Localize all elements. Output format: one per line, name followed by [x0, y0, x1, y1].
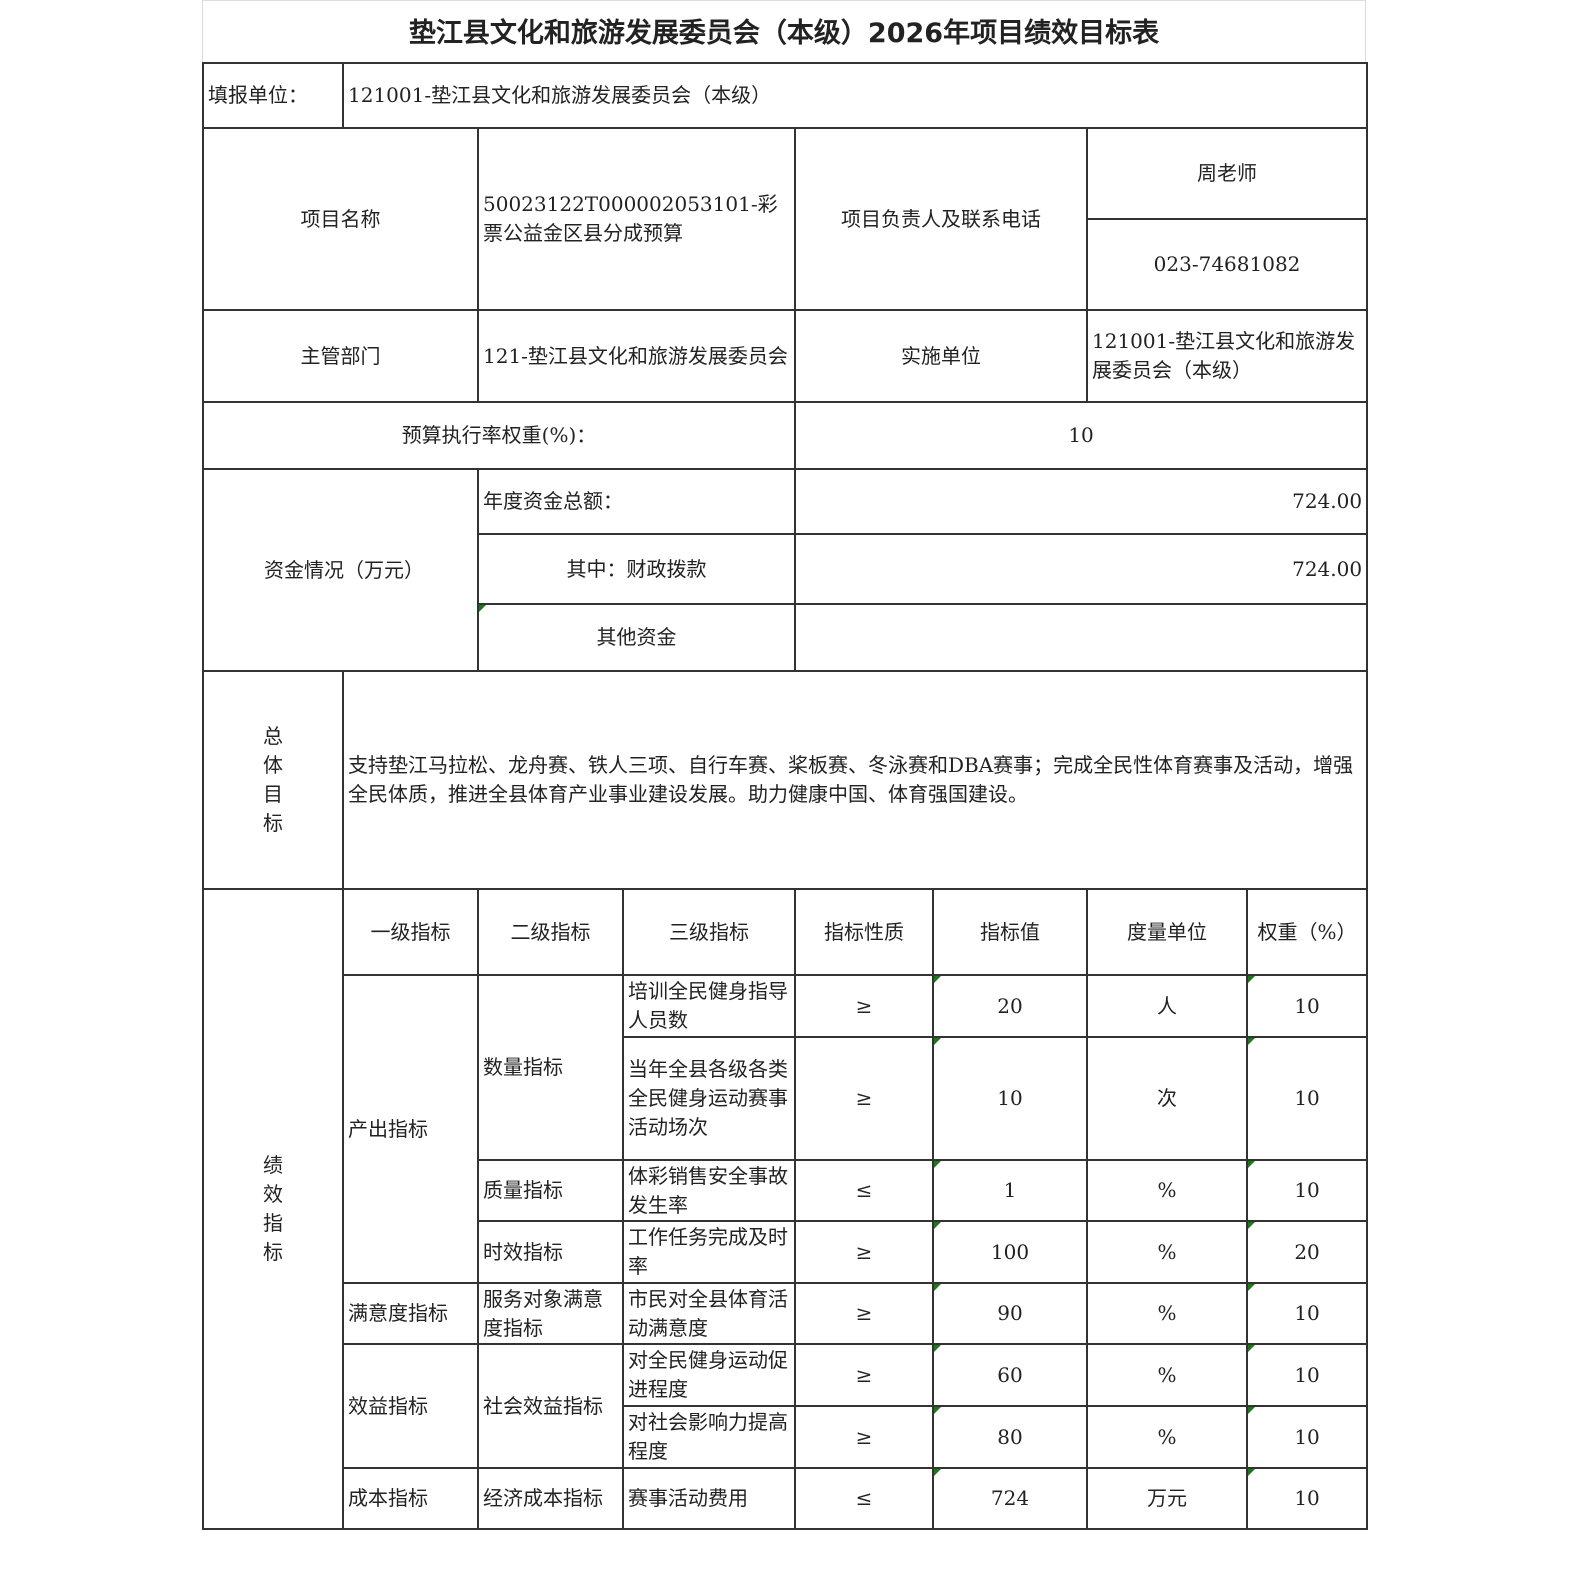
indicator-op: ≥	[794, 1343, 934, 1407]
indicator-unit: %	[1086, 1405, 1248, 1469]
table-row: 对社会影响力提高程度 ≥ 80 % 10	[203, 1405, 1369, 1469]
impl-unit-label: 实施单位	[794, 309, 1088, 403]
indicator-value: 1	[932, 1159, 1088, 1222]
indicator-unit: %	[1086, 1159, 1248, 1222]
indicator-value: 20	[932, 974, 1088, 1038]
indicator-weight: 10	[1245, 1405, 1369, 1469]
indicator-op: ≤	[794, 1467, 934, 1530]
indicator-unit: %	[1086, 1282, 1248, 1345]
indicator-name: 培训全民健身指导人员数	[622, 974, 796, 1038]
indicators-label: 绩效指标	[202, 888, 344, 1530]
indicator-op: ≥	[794, 1036, 934, 1161]
level1-satisfaction: 满意度指标	[342, 1282, 479, 1345]
level1-output: 产出指标	[342, 974, 479, 1284]
level2-service-satisfaction: 服务对象满意度指标	[477, 1282, 624, 1345]
performance-table: 填报单位： 121001-垫江县文化和旅游发展委员会（本级） 项目名称 5002…	[202, 62, 1369, 1530]
table-row: 满意度指标 服务对象满意度指标 市民对全县体育活动满意度 ≥ 90 % 10	[203, 1282, 1369, 1345]
indicator-value: 724	[932, 1467, 1088, 1530]
indicator-unit: %	[1086, 1220, 1248, 1284]
project-name-label: 项目名称	[202, 127, 479, 311]
indicator-op: ≥	[794, 1405, 934, 1469]
fill-unit-value: 121001-垫江县文化和旅游发展委员会（本级）	[341, 62, 1369, 129]
table-row: 时效指标 工作任务完成及时率 ≥ 100 % 20	[203, 1220, 1369, 1284]
indicator-name: 对社会影响力提高程度	[622, 1405, 796, 1469]
header-level2: 二级指标	[477, 888, 624, 976]
indicator-name: 市民对全县体育活动满意度	[622, 1282, 796, 1345]
header-nature: 指标性质	[794, 888, 934, 976]
indicator-name: 当年全县各级各类全民健身运动赛事活动场次	[622, 1036, 796, 1161]
table-row: 产出指标 数量指标 培训全民健身指导人员数 ≥ 20 人 10	[203, 974, 1369, 1284]
indicator-unit: 次	[1086, 1036, 1248, 1161]
indicator-weight: 10	[1245, 974, 1369, 1038]
level1-cost: 成本指标	[342, 1467, 479, 1530]
header-weight: 权重（%）	[1245, 888, 1369, 976]
indicator-name: 赛事活动费用	[622, 1467, 796, 1530]
indicator-value: 60	[932, 1343, 1088, 1407]
funds-label: 资金情况（万元）	[202, 468, 479, 672]
indicator-value: 90	[932, 1282, 1088, 1345]
budget-rate-value: 10	[793, 401, 1369, 470]
page-title: 垫江县文化和旅游发展委员会（本级）2026年项目绩效目标表	[202, 0, 1366, 62]
indicator-name: 对全民健身运动促进程度	[622, 1343, 796, 1407]
level2-social-benefit: 社会效益指标	[477, 1343, 624, 1469]
indicator-op: ≥	[794, 1220, 934, 1284]
indicator-op: ≥	[794, 974, 934, 1038]
table-row: 质量指标 体彩销售安全事故发生率 ≤ 1 % 10	[203, 1159, 1369, 1222]
indicator-op: ≥	[794, 1282, 934, 1345]
indicator-weight: 10	[1245, 1467, 1369, 1530]
indicator-op: ≤	[794, 1159, 934, 1222]
level2-economic-cost: 经济成本指标	[477, 1467, 624, 1530]
impl-unit-value: 121001-垫江县文化和旅游发展委员会（本级）	[1085, 309, 1369, 403]
level2-quality: 质量指标	[477, 1159, 624, 1222]
header-value: 指标值	[932, 888, 1088, 976]
level2-quantity: 数量指标	[477, 974, 624, 1161]
indicator-weight: 20	[1245, 1220, 1369, 1284]
indicator-unit: 人	[1086, 974, 1248, 1038]
header-level3: 三级指标	[622, 888, 796, 976]
indicator-value: 100	[932, 1220, 1088, 1284]
funds-fiscal-value: 724.00	[793, 533, 1369, 605]
table-row: 成本指标 经济成本指标 赛事活动费用 ≤ 724 万元 10	[203, 1467, 1369, 1530]
department-label: 主管部门	[202, 309, 479, 403]
contact-name: 周老师	[1085, 127, 1369, 220]
goal-label: 总体目标	[202, 670, 344, 890]
funds-fiscal-label: 其中：财政拨款	[477, 533, 796, 605]
indicators-label-text: 绩效指标	[263, 1153, 283, 1264]
fill-unit-label: 填报单位：	[202, 62, 344, 129]
table-row: 效益指标 社会效益指标 对全民健身运动促进程度 ≥ 60 % 10	[203, 1343, 1369, 1469]
funds-total-value: 724.00	[793, 468, 1369, 535]
indicator-weight: 10	[1245, 1282, 1369, 1345]
indicator-name: 工作任务完成及时率	[622, 1220, 796, 1284]
goal-label-text: 总体目标	[263, 724, 283, 835]
project-name-value: 50023122T000002053101-彩票公益金区县分成预算	[477, 127, 796, 311]
table-row: 当年全县各级各类全民健身运动赛事活动场次 ≥ 10 次 10	[203, 1036, 1369, 1161]
indicator-value: 80	[932, 1405, 1088, 1469]
contact-phone: 023-74681082	[1085, 218, 1369, 311]
header-unit: 度量单位	[1086, 888, 1248, 976]
indicator-weight: 10	[1245, 1343, 1369, 1407]
indicator-name: 体彩销售安全事故发生率	[622, 1159, 796, 1222]
funds-other-value	[793, 603, 1369, 672]
department-value: 121-垫江县文化和旅游发展委员会	[477, 309, 796, 403]
indicator-unit: %	[1086, 1343, 1248, 1407]
level1-benefit: 效益指标	[342, 1343, 479, 1469]
funds-other-label: 其他资金	[477, 603, 796, 672]
indicator-value: 10	[932, 1036, 1088, 1161]
indicator-weight: 10	[1245, 1036, 1369, 1161]
budget-rate-label: 预算执行率权重(%)：	[202, 401, 796, 470]
funds-total-label: 年度资金总额：	[477, 468, 796, 535]
goal-text: 支持垫江马拉松、龙舟赛、铁人三项、自行车赛、桨板赛、冬泳赛和DBA赛事；完成全民…	[341, 670, 1369, 890]
level2-timeliness: 时效指标	[477, 1220, 624, 1284]
header-level1: 一级指标	[342, 888, 479, 976]
indicator-unit: 万元	[1086, 1467, 1248, 1530]
indicator-weight: 10	[1245, 1159, 1369, 1222]
contact-label: 项目负责人及联系电话	[794, 127, 1088, 311]
